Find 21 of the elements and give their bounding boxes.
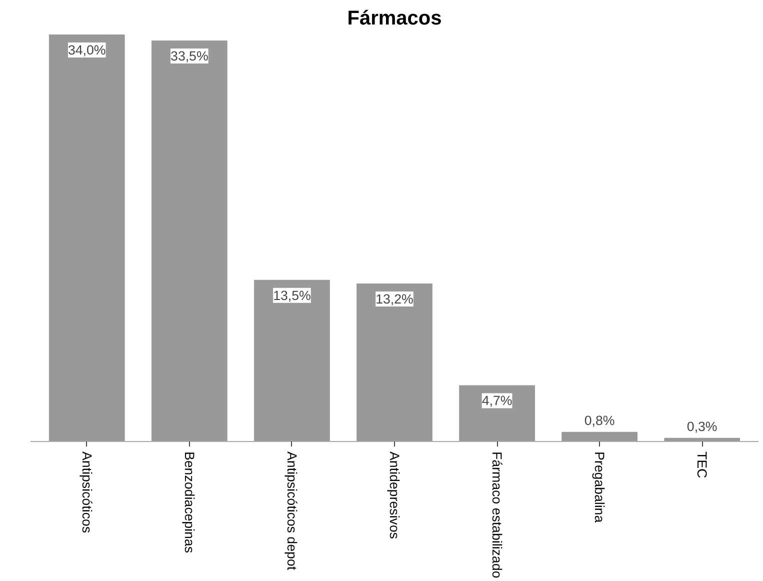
x-tick-label: Antipsicóticos depot (284, 452, 300, 570)
data-label: 4,7% (482, 393, 512, 408)
data-label: 0,3% (686, 418, 718, 434)
x-tick-label: Fármaco estabilizado (490, 452, 505, 578)
x-tick-label: Antipsicóticos (79, 452, 94, 534)
bar (562, 432, 638, 442)
data-label: 13,5% (273, 288, 312, 303)
chart-title: Fármacos (347, 8, 442, 30)
data-label: 0,8% (584, 412, 615, 428)
bar (151, 40, 228, 442)
x-tick-label: Antidepresivos (387, 452, 402, 540)
bar (459, 385, 535, 442)
data-label: 13,2% (376, 291, 414, 306)
bar (48, 34, 125, 442)
x-tick-label: Benzodiacepinas (182, 452, 197, 554)
data-label: 33,5% (170, 48, 208, 64)
x-tick-label: Pregabalina (592, 452, 608, 524)
bar (356, 283, 432, 442)
bar (254, 280, 330, 442)
data-label: 34,0% (68, 42, 106, 58)
x-tick-label: TEC (694, 452, 710, 479)
